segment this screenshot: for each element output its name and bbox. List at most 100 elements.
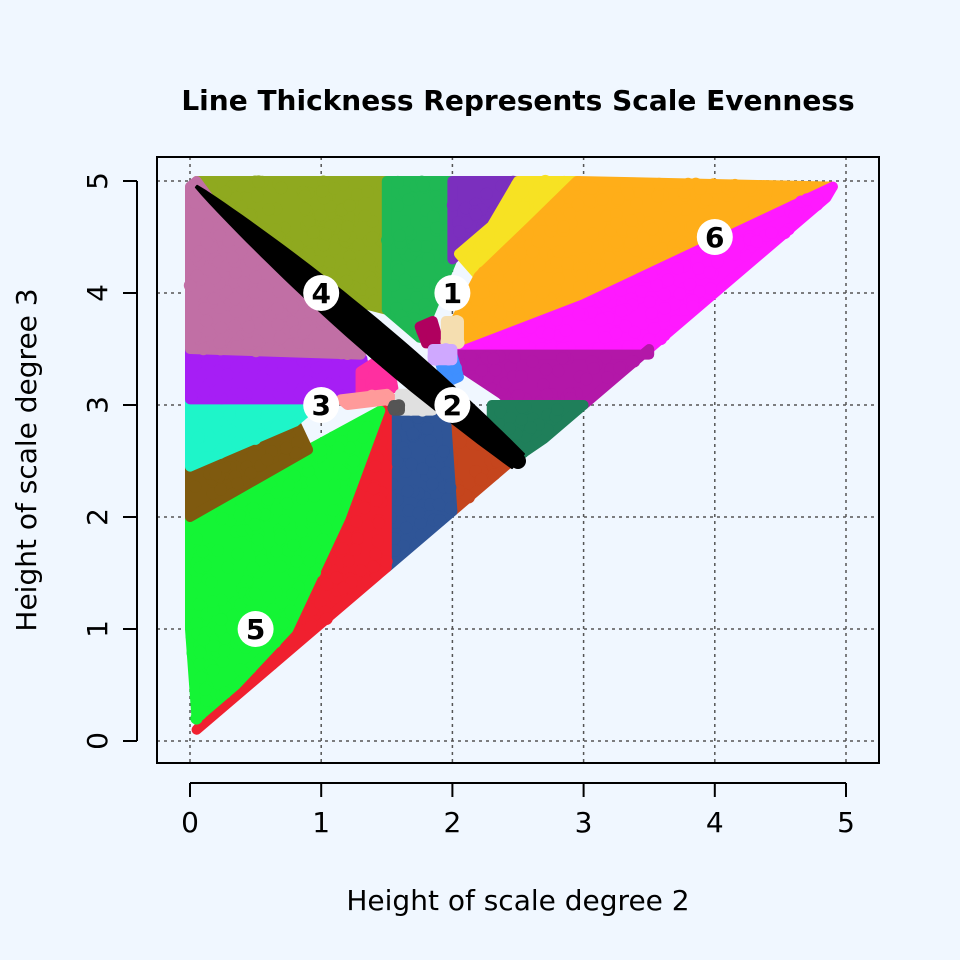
scatter-point	[295, 525, 309, 538]
scatter-point	[249, 507, 262, 521]
scatter-point	[460, 216, 473, 229]
scatter-point	[271, 318, 285, 331]
scatter-point	[211, 544, 224, 557]
x-tick-label: 3	[575, 806, 593, 839]
scatter-point	[497, 280, 510, 294]
scatter-point	[292, 336, 306, 349]
scatter-point	[347, 455, 360, 468]
scatter-point	[360, 575, 374, 588]
scatter-point	[643, 295, 656, 309]
scatter-point	[248, 286, 261, 299]
scatter-point	[711, 255, 724, 269]
scatter-point	[303, 554, 316, 568]
scatter-point	[228, 190, 242, 204]
scatter-point	[323, 433, 336, 447]
scatter-point	[437, 445, 450, 458]
scatter-point	[540, 388, 554, 401]
scatter-point	[270, 545, 283, 558]
scatter-point	[477, 266, 490, 279]
marker-circle	[303, 275, 340, 311]
scatter-point	[477, 286, 490, 299]
scatter-point	[255, 553, 268, 567]
scatter-point	[669, 204, 683, 218]
scatter-point	[511, 389, 525, 402]
scatter-point	[328, 242, 342, 255]
scatter-point	[277, 514, 291, 527]
scatter-point	[197, 342, 210, 356]
scatter-point	[206, 595, 219, 608]
y-tick-label: 5	[81, 172, 114, 190]
scatter-point	[265, 657, 278, 671]
scatter-point	[647, 234, 660, 247]
scatter-point	[600, 209, 614, 222]
scatter-point	[619, 319, 632, 333]
scatter-point	[423, 434, 437, 447]
scatter-point	[277, 617, 290, 630]
scatter-point	[602, 251, 616, 264]
scatter-point	[330, 571, 343, 584]
scatter-point	[261, 493, 275, 506]
scatter-region	[414, 316, 445, 349]
scatter-point	[253, 378, 266, 391]
scatter-point	[276, 381, 289, 394]
scatter-point	[286, 300, 299, 313]
scatter-point	[207, 292, 221, 305]
scatter-point	[650, 278, 663, 292]
scatter-point	[249, 405, 262, 418]
scatter-point	[744, 181, 757, 194]
scatter-point	[262, 591, 276, 604]
scatter-point	[302, 248, 316, 261]
scatter-point	[197, 633, 210, 646]
marker-label: 6	[705, 221, 724, 254]
scatter-point	[312, 255, 325, 268]
marker-label: 2	[443, 389, 462, 422]
scatter-point	[541, 423, 554, 437]
scatter-point	[248, 587, 262, 600]
scatter-point	[270, 486, 283, 499]
scatter-point	[748, 199, 761, 212]
scatter-point	[315, 444, 328, 457]
scatter-point	[193, 646, 207, 659]
scatter-point	[332, 441, 345, 454]
scatter-point	[221, 561, 235, 574]
scatter-point	[305, 475, 319, 488]
scatter-point	[351, 188, 364, 201]
scatter-point	[686, 220, 699, 233]
scatter-point	[487, 468, 501, 481]
scatter-point	[231, 477, 244, 490]
scatter-point	[361, 519, 374, 533]
scatter-point	[342, 554, 355, 568]
scatter-point	[800, 193, 814, 206]
scatter-point	[200, 314, 213, 328]
scatter-point	[402, 193, 415, 206]
scatter-point	[199, 558, 212, 572]
scatter-point	[479, 237, 493, 250]
scatter-point	[505, 242, 518, 256]
scatter-point	[430, 221, 444, 234]
scatter-point	[585, 181, 599, 195]
scatter-point	[487, 352, 500, 365]
scatter-point	[583, 194, 596, 207]
scatter-point	[578, 252, 592, 265]
scatter-point	[658, 302, 671, 315]
scatter-point	[274, 560, 287, 573]
scatter-point	[626, 355, 639, 368]
scatter-point	[591, 240, 605, 254]
scatter-point	[412, 506, 426, 520]
scatter-point	[465, 250, 479, 264]
scatter-point	[194, 671, 207, 684]
scatter-point	[625, 214, 638, 227]
marker-label: 1	[443, 277, 462, 310]
scatter-point	[598, 351, 612, 365]
scatter-point	[433, 514, 447, 527]
scatter-point	[661, 273, 675, 287]
scatter-point	[487, 263, 500, 276]
scatter-point	[369, 547, 382, 561]
scatter-point	[381, 233, 394, 247]
scatter-point	[190, 617, 203, 630]
scatter-point	[533, 258, 546, 272]
scatter-point	[399, 521, 413, 534]
scatter-point	[563, 207, 577, 220]
scatter-point	[544, 213, 557, 227]
scatter-point	[365, 389, 379, 402]
